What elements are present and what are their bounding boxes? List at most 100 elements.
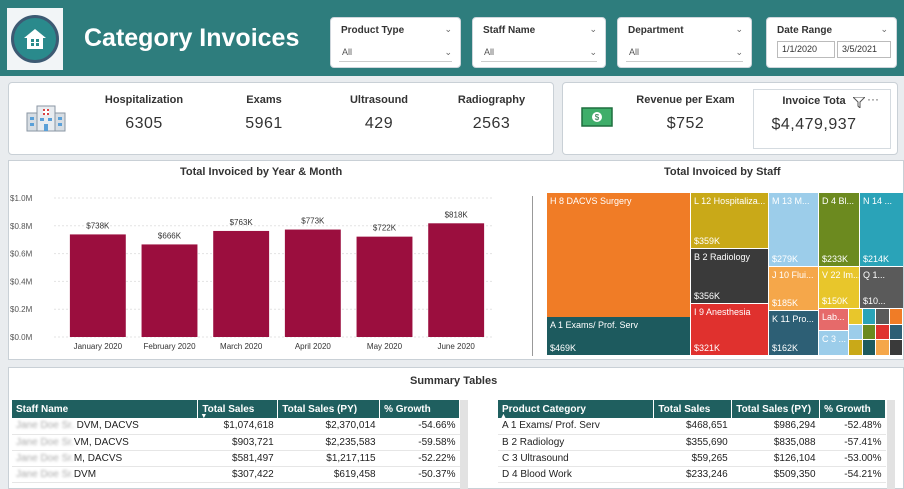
treemap-tile[interactable]: K 11 Pro... $162K (769, 311, 818, 355)
summary-title: Summary Tables (410, 375, 498, 387)
treemap-tile[interactable] (849, 340, 862, 355)
bar[interactable] (213, 230, 270, 337)
column-header[interactable]: Total Sales ▼ (197, 400, 279, 420)
kpi-exams: Exams 5961 (219, 94, 309, 133)
kpi-value: $752 (666, 115, 705, 132)
chevron-down-icon: ⌄ (589, 47, 597, 57)
total-sales-py-cell: $835,088 (731, 434, 820, 451)
treemap-value: $10... (863, 296, 886, 306)
filter-icon[interactable] (851, 95, 867, 113)
treemap-tile[interactable] (876, 340, 889, 355)
total-sales-py-cell: $126,104 (731, 450, 820, 467)
treemap-tile[interactable] (876, 324, 889, 340)
bar-chart[interactable]: $0.0M $0.2M $0.4M $0.6M $0.8M $1.0M $738K Janua… (8, 185, 523, 357)
staff-name-slicer[interactable]: Staff Name ⌄ All ⌄ (472, 17, 606, 68)
treemap[interactable]: H 8 DACVS Surgery$1,375KA 1 Exams/ Prof.… (547, 193, 904, 356)
chevron-down-icon[interactable]: ⌄ (735, 24, 743, 34)
kpi-hospitalization: Hospitalization 6305 (89, 94, 199, 133)
treemap-tile[interactable] (862, 309, 875, 324)
column-header[interactable]: Total Sales (653, 400, 733, 418)
treemap-label: J 10 Flui... (772, 270, 814, 280)
kpi-revenue-per-exam: Revenue per Exam $752 (628, 94, 743, 133)
treemap-value: $162K (772, 343, 799, 353)
slicer-dropdown[interactable]: All ⌄ (481, 44, 597, 62)
column-header[interactable]: % Growth (379, 400, 460, 418)
treemap-value: $321K (694, 343, 721, 353)
kpi-label: Hospitalization (104, 94, 184, 106)
slicer-label: Department (628, 25, 684, 36)
treemap-tile[interactable]: M 13 M... $279K (769, 193, 818, 266)
column-header[interactable]: Product Category ▲ (498, 400, 655, 420)
treemap-tile[interactable]: Lab... (819, 309, 848, 330)
scrollbar[interactable] (887, 400, 895, 489)
treemap-tile[interactable]: L 12 Hospitaliza... $359K (691, 193, 768, 248)
category-cell: B 2 Radiology (498, 434, 654, 451)
slicer-dropdown[interactable]: All ⌄ (339, 44, 452, 62)
data-label: $738K (86, 221, 110, 230)
bar[interactable] (141, 244, 198, 337)
treemap-label: K 11 Pro... (772, 314, 814, 324)
home-icon (11, 15, 59, 63)
invoice-total-visual[interactable]: Invoice Tota $4,479,937 ··· (753, 89, 891, 149)
treemap-tile[interactable] (849, 324, 862, 340)
x-tick-label: March 2020 (220, 342, 263, 351)
treemap-tile[interactable]: Q 1... $10... (860, 267, 903, 308)
total-sales-cell: $233,246 (653, 466, 732, 483)
treemap-tile[interactable] (876, 309, 889, 324)
more-options-icon[interactable]: ··· (867, 92, 879, 106)
start-date-input[interactable]: 1/1/2020 (777, 41, 835, 58)
bar[interactable] (428, 223, 485, 337)
chevron-down-icon[interactable]: ⌄ (589, 24, 597, 34)
date-range-slicer[interactable]: Date Range ⌄ 1/1/2020 3/5/2021 (766, 17, 897, 68)
table-row[interactable]: A 1 Exams/ Prof. Serv $468,651 $986,294 -52… (498, 418, 886, 435)
staff-name-cell: Jane Doe Sr.M, DACVS (12, 450, 198, 467)
x-tick-label: January 2020 (74, 342, 123, 351)
treemap-tile[interactable] (862, 340, 875, 355)
chevron-down-icon[interactable]: ⌄ (880, 24, 888, 34)
scrollbar[interactable] (460, 400, 468, 489)
treemap-tile[interactable]: V 22 Im... $150K (819, 267, 859, 308)
kpi-value: 5961 (245, 115, 283, 132)
treemap-tile[interactable]: I 9 Anesthesia $321K (691, 304, 768, 355)
table-row[interactable]: D 4 Blood Work $233,246 $509,350 -54.21% (498, 466, 886, 483)
treemap-tile[interactable] (849, 309, 862, 324)
table-row[interactable]: Jane Doe Sr.M, DACVS $581,497 $1,217,115 -5… (12, 450, 460, 467)
revenue-card: $ Revenue per Exam $752 Invoice Tota $4,… (562, 82, 898, 155)
bar[interactable] (356, 236, 413, 337)
chevron-down-icon[interactable]: ⌄ (444, 24, 452, 34)
table-row[interactable]: Jane Doe Sr. DVM, DACVS $1,074,618 $2,370,… (12, 418, 460, 435)
y-tick-label: $1.0M (10, 194, 33, 203)
category-cell: D 4 Blood Work (498, 466, 654, 483)
bar[interactable] (284, 229, 341, 337)
bar[interactable] (69, 234, 126, 337)
treemap-tile[interactable]: D 4 Bl... $233K (819, 193, 859, 266)
column-header[interactable]: % Growth (819, 400, 886, 418)
growth-cell: -54.66% (379, 418, 460, 435)
table-row[interactable]: Jane Doe Sr.VM, DACVS $903,721 $2,235,583-… (12, 434, 460, 451)
total-sales-cell: $581,497 (197, 450, 278, 467)
staff-credential: VM, DACVS (73, 436, 129, 448)
y-tick-label: $0.0M (10, 333, 33, 342)
treemap-tile[interactable]: A 1 Exams/ Prof. Serv $469K (547, 317, 690, 355)
column-header[interactable]: Staff Name (12, 400, 199, 418)
x-tick-label: June 2020 (437, 342, 475, 351)
treemap-label: B 2 Radiology (694, 252, 751, 262)
treemap-tile[interactable]: N 14 ... $214K (860, 193, 903, 266)
column-header[interactable]: Total Sales (PY) (277, 400, 381, 418)
product-type-slicer[interactable]: Product Type ⌄ All ⌄ (330, 17, 461, 68)
table-row[interactable]: Jane Doe Sr.DVM $307,422 $619,458 -50.37% (12, 466, 460, 483)
department-slicer[interactable]: Department ⌄ All ⌄ (617, 17, 752, 68)
column-header[interactable]: Total Sales (PY) (731, 400, 821, 418)
slicer-dropdown[interactable]: All ⌄ (626, 44, 743, 62)
treemap-tile[interactable]: B 2 Radiology $356K (691, 249, 768, 303)
treemap-tile[interactable] (862, 324, 875, 340)
treemap-tile[interactable]: J 10 Flui... $185K (769, 267, 818, 310)
treemap-tile[interactable] (889, 324, 902, 340)
treemap-tile[interactable] (889, 309, 902, 324)
kpi-label: Invoice Tota (782, 95, 846, 107)
end-date-input[interactable]: 3/5/2021 (837, 41, 891, 58)
treemap-tile[interactable] (889, 340, 902, 355)
treemap-tile[interactable]: C 3 ... (819, 331, 848, 355)
table-row[interactable]: B 2 Radiology $355,690 $835,088 -57.41% (498, 434, 886, 451)
table-row[interactable]: C 3 Ultrasound $59,265 $126,104 -53.00% (498, 450, 886, 467)
